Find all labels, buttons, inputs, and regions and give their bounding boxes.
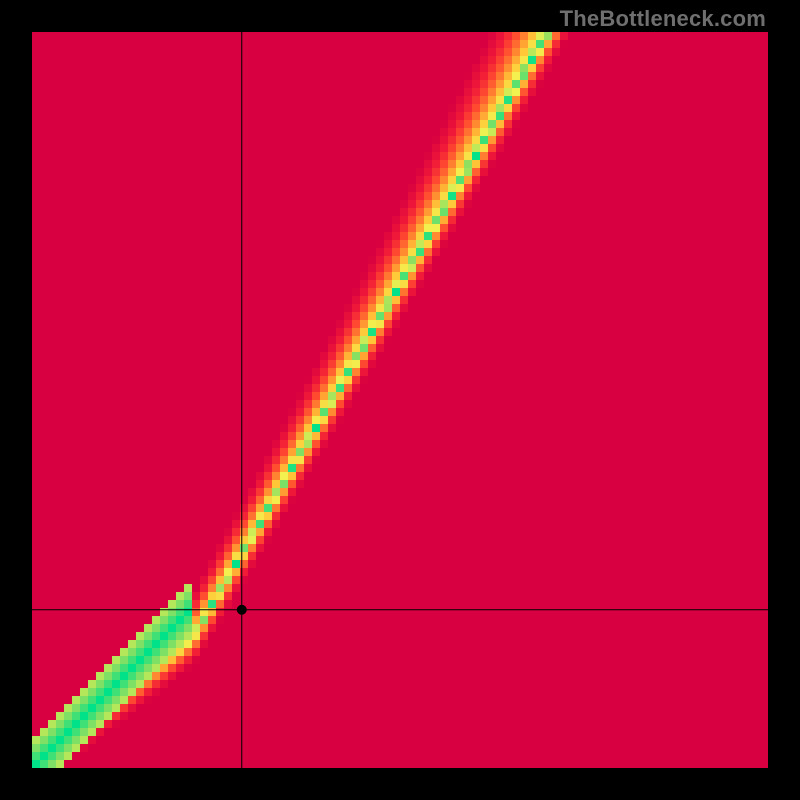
figure-container: TheBottleneck.com — [0, 0, 800, 800]
heatmap-canvas — [32, 32, 768, 768]
plot-area — [32, 32, 768, 768]
watermark-text: TheBottleneck.com — [560, 6, 766, 32]
